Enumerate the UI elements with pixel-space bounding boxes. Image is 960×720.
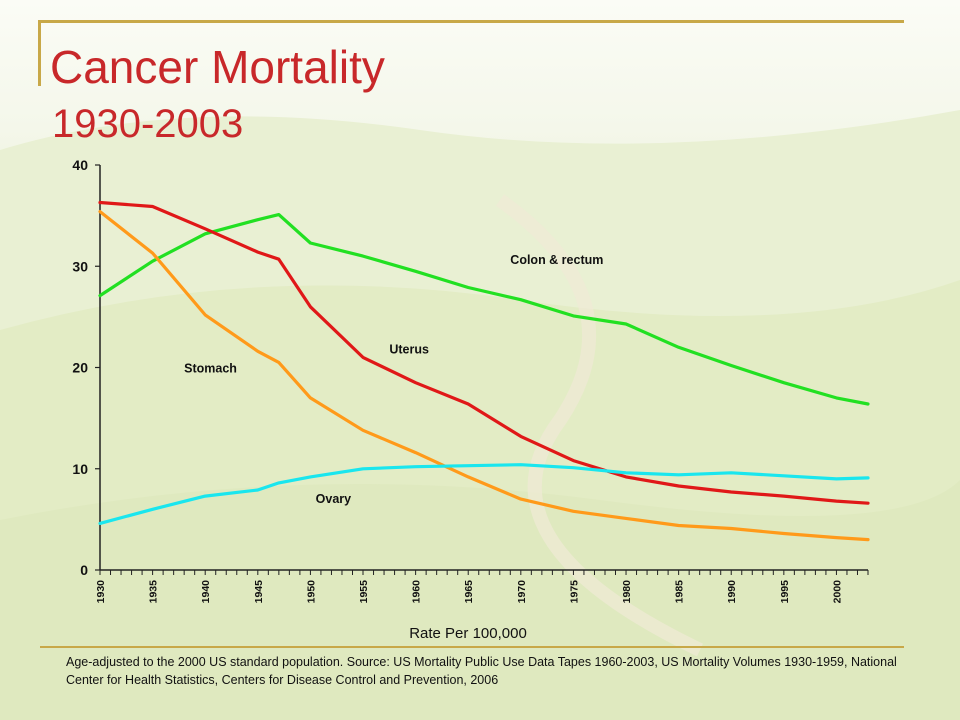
y-tick-label: 0 <box>80 562 88 578</box>
x-tick-label: 1940 <box>200 580 212 604</box>
chart-axes: 0 10 20 30 40 1930 1935 1940 1945 1950 1955 1960 196… <box>72 157 869 604</box>
series-line-colon-rectum <box>98 213 870 406</box>
x-tick-label: 1980 <box>621 580 633 604</box>
y-tick-label: 40 <box>72 157 88 173</box>
slide-subtitle: 1930-2003 <box>52 102 244 146</box>
x-tick-label: 1970 <box>516 580 528 604</box>
x-tick-label: 1930 <box>95 580 107 604</box>
slide-title: Cancer Mortality <box>50 41 385 93</box>
x-tick-label: 1955 <box>358 580 370 604</box>
x-tick-label: 2000 <box>831 580 843 604</box>
series-line-uterus <box>98 200 870 505</box>
chart-series <box>98 200 870 542</box>
y-tick-label: 10 <box>72 461 88 477</box>
top-rule <box>40 20 904 23</box>
series-label: Colon & rectum <box>510 253 603 267</box>
series-label: Uterus <box>389 342 429 356</box>
x-tick-label: 1950 <box>305 580 317 604</box>
chart-series-labels: Colon & rectum Uterus Stomach Ovary <box>184 253 603 506</box>
x-tick-label: 1945 <box>253 580 265 604</box>
x-tick-label: 1965 <box>463 580 475 604</box>
x-tick-label: 1935 <box>148 580 160 604</box>
series-label: Ovary <box>316 492 351 506</box>
series-label: Stomach <box>184 362 237 376</box>
left-rule <box>38 20 41 86</box>
x-tick-label: 1995 <box>779 580 791 604</box>
x-tick-label: 1960 <box>411 580 423 604</box>
x-tick-label: 1985 <box>674 580 686 604</box>
y-tick-label: 20 <box>72 360 88 376</box>
series-line-stomach <box>98 210 870 542</box>
x-axis-label: Rate Per 100,000 <box>409 625 527 642</box>
x-tick-label: 1990 <box>726 580 738 604</box>
y-tick-label: 30 <box>72 258 88 274</box>
source-footnote: Age-adjusted to the 2000 US standard pop… <box>66 655 897 687</box>
bottom-rule <box>40 646 904 648</box>
x-tick-label: 1975 <box>568 580 580 604</box>
